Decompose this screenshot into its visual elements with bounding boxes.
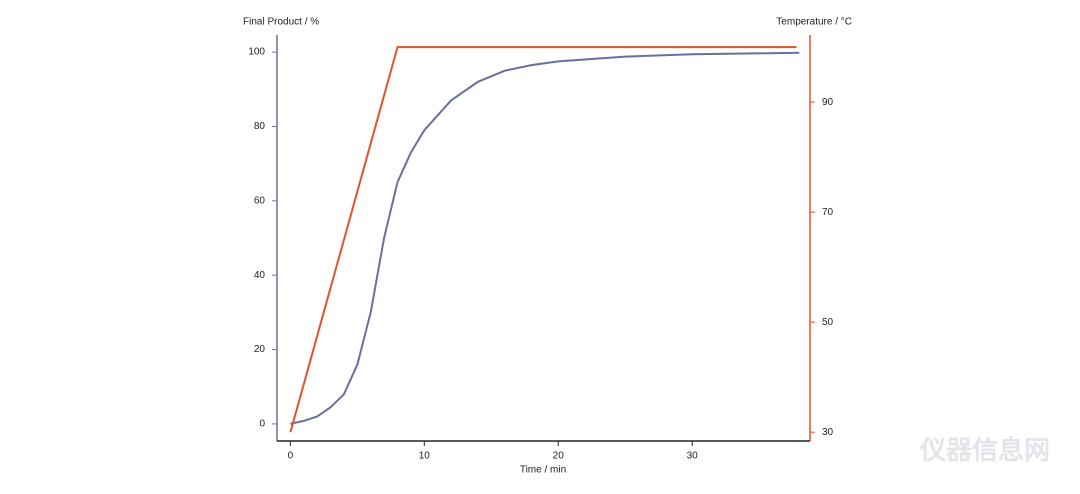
x-tick-label: 0: [288, 451, 294, 462]
y2-tick-label: 70: [822, 207, 834, 218]
y-tick-label: 60: [254, 195, 266, 206]
y2-tick-label: 50: [822, 317, 834, 328]
y-tick-label: 20: [254, 344, 266, 355]
x-tick-label: 30: [687, 451, 699, 462]
x-tick-label: 20: [553, 451, 565, 462]
series-line: [289, 46, 797, 433]
y-axis-label: Final Product / %: [243, 17, 319, 28]
y-tick-label: 80: [254, 121, 266, 132]
y2-tick-label: 90: [822, 97, 834, 108]
y-tick-label: 0: [259, 419, 265, 430]
x-tick-label: 10: [419, 451, 431, 462]
series-line: [290, 51, 800, 425]
watermark: 仪器信息网: [919, 435, 1050, 465]
y2-axis-label: Temperature / °C: [776, 17, 852, 28]
y-tick-label: 100: [248, 47, 265, 58]
y2-tick-label: 30: [822, 427, 834, 438]
y-tick-label: 40: [254, 270, 266, 281]
x-axis-label: Time / min: [520, 465, 566, 476]
